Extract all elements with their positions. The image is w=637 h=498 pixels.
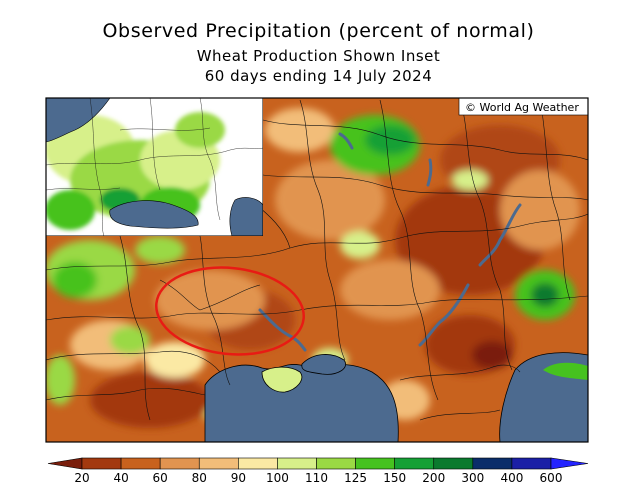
legend-tick-label: 150 [383, 471, 407, 485]
borders [46, 99, 588, 421]
crimea [261, 366, 303, 393]
legend-tick-label: 125 [344, 471, 368, 485]
legend-bar [47, 457, 589, 470]
legend-swatch [316, 457, 356, 470]
legend-tick-label: 60 [152, 471, 168, 485]
inset-baltic-sea [46, 98, 111, 143]
legend-tick-label: 80 [191, 471, 207, 485]
main-map: © World Ag Weather [46, 98, 588, 442]
highlight-ellipse [155, 266, 305, 356]
legend-swatch [159, 457, 200, 470]
map-subtitle: Wheat Production Shown Inset [196, 47, 441, 65]
precip-field [46, 108, 588, 430]
legend-swatch [238, 457, 278, 470]
legend-labels: 20 40 60 80 90 100 110 125 150 200 300 400 600 [0, 471, 637, 487]
caspian-shore [543, 362, 588, 380]
legend-tick-label: 600 [539, 471, 563, 485]
map-period: 60 days ending 14 July 2024 [204, 67, 433, 85]
legend-tick-label: 400 [500, 471, 524, 485]
sea-of-azov [301, 354, 346, 375]
map-title: Observed Precipitation (percent of norma… [102, 20, 535, 42]
legend-swatch [120, 457, 161, 470]
legend-tick-label: 100 [265, 471, 289, 485]
legend-arrow-low [47, 457, 83, 470]
legend-tick-label: 110 [305, 471, 328, 485]
inset-caspian-sea [229, 197, 263, 236]
legend-tick-label: 40 [113, 471, 129, 485]
map-frame [45, 97, 589, 443]
legend-tick-label: 200 [422, 471, 446, 485]
legend-swatch [198, 457, 239, 470]
legend-swatch [511, 457, 552, 470]
legend-tick-label: 20 [74, 471, 90, 485]
credit-text: © World Ag Weather [465, 101, 579, 114]
legend-tick-label: 300 [461, 471, 485, 485]
legend-tick-label: 90 [230, 471, 246, 485]
legend-swatch [433, 457, 474, 470]
legend-swatch [355, 457, 395, 470]
inset-black-sea [109, 200, 199, 229]
credit-box [458, 98, 588, 116]
legend-swatch [277, 457, 317, 470]
wheat-production-inset [46, 98, 263, 236]
legend-swatch [472, 457, 513, 470]
legend-swatch [81, 457, 122, 470]
legend-swatch [394, 457, 435, 470]
legend-arrow-high [550, 457, 589, 470]
